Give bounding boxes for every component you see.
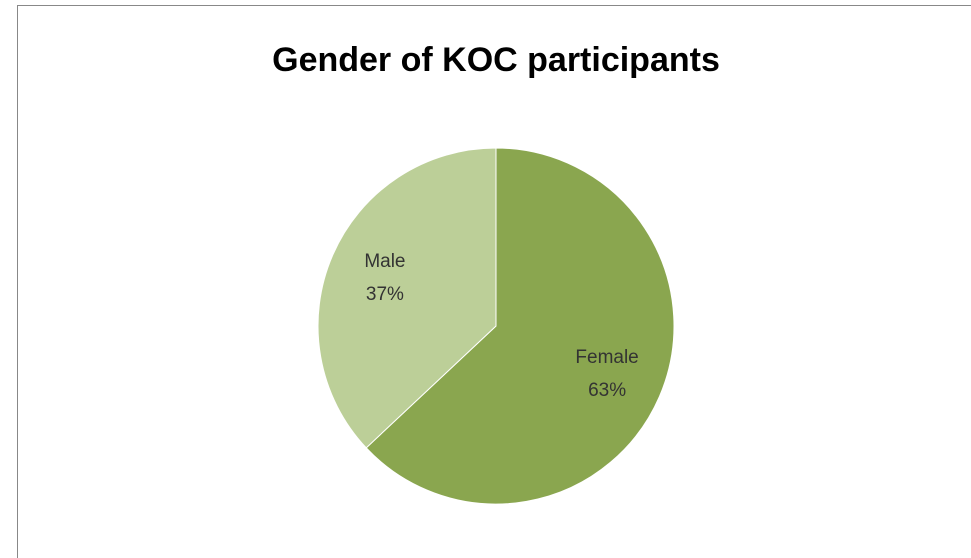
slice-category-label: Female bbox=[575, 347, 638, 368]
slice-value-label: 63% bbox=[588, 380, 626, 401]
pie-slice bbox=[317, 147, 497, 449]
slice-category-label: Male bbox=[364, 251, 405, 272]
chart-title: Gender of KOC participants bbox=[272, 41, 720, 79]
pie-slice bbox=[365, 147, 675, 505]
slice-value-label: 37% bbox=[366, 284, 404, 305]
